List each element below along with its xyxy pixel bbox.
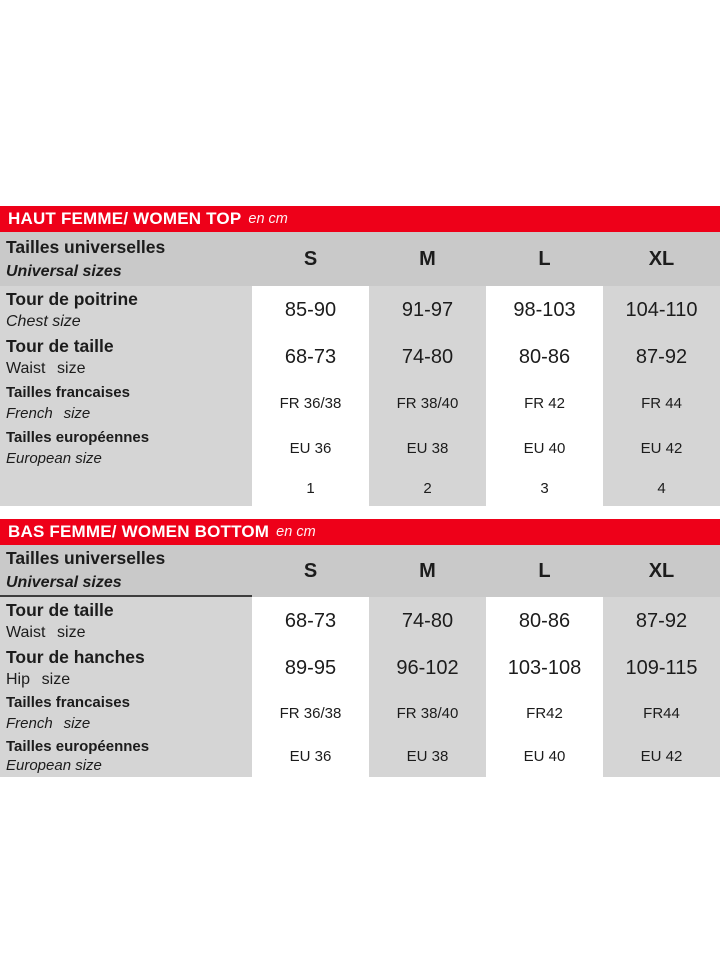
number-value-xl: 4 [603, 470, 720, 506]
french-value-s: FR 36/38 [252, 691, 369, 735]
women-bottom-title: BAS FEMME/ WOMEN BOTTOM [8, 522, 270, 541]
french-value-s: FR 36/38 [252, 380, 369, 426]
women-top-unit-label: en cm [248, 211, 288, 227]
women-bottom-size-table: BAS FEMME/ WOMEN BOTTOM en cm Tailles un… [0, 519, 720, 777]
waist-value-xl: 87-92 [603, 597, 720, 645]
universal-label-en: Universal sizes [6, 263, 122, 280]
row-label-chest: Tour de poitrine Chest size [0, 286, 252, 334]
tables-spacer [0, 506, 720, 519]
row-label-waist-en: Waist size [6, 359, 86, 377]
row-label-french-en: French size [6, 714, 91, 732]
size-header-s: S [252, 232, 369, 286]
number-value-m: 2 [369, 470, 486, 506]
european-value-l: EU 40 [486, 735, 603, 777]
women-top-title: HAUT FEMME/ WOMEN TOP [8, 209, 242, 228]
french-value-xl: FR 44 [603, 380, 720, 426]
women-bottom-unit-label: en cm [276, 524, 316, 540]
hip-value-s: 89-95 [252, 645, 369, 691]
size-header-xl: XL [603, 232, 720, 286]
women-bottom-title-bar: BAS FEMME/ WOMEN BOTTOM en cm [0, 519, 720, 545]
hip-value-l: 103-108 [486, 645, 603, 691]
waist-value-m: 74-80 [369, 597, 486, 645]
women-top-universal-label: Tailles universelles Universal sizes [0, 232, 252, 286]
french-value-l: FR42 [486, 691, 603, 735]
row-label-waist-en: Waist size [6, 624, 86, 641]
row-label-chest-en: Chest size [6, 313, 81, 330]
row-label-french-en: French size [6, 405, 91, 422]
women-top-title-bar: HAUT FEMME/ WOMEN TOP en cm [0, 206, 720, 232]
hip-value-xl: 109-115 [603, 645, 720, 691]
size-header-m: M [369, 545, 486, 597]
women-top-size-table: HAUT FEMME/ WOMEN TOP en cm Tailles univ… [0, 206, 720, 506]
european-value-m: EU 38 [369, 735, 486, 777]
waist-value-xl: 87-92 [603, 334, 720, 380]
row-label-waist-fr: Tour de taille [6, 600, 114, 620]
french-value-l: FR 42 [486, 380, 603, 426]
women-bottom-universal-label: Tailles universelles Universal sizes [0, 545, 252, 597]
french-value-m: FR 38/40 [369, 380, 486, 426]
hip-value-m: 96-102 [369, 645, 486, 691]
row-label-hip: Tour de hanches Hip size [0, 645, 252, 691]
row-label-french: Tailles francaises French size [0, 380, 252, 426]
row-label-empty [0, 470, 252, 506]
universal-label-en: Universal sizes [6, 574, 122, 591]
row-label-french: Tailles francaises French size [0, 691, 252, 735]
row-label-chest-fr: Tour de poitrine [6, 289, 138, 309]
size-header-xl: XL [603, 545, 720, 597]
universal-label-fr: Tailles universelles [6, 237, 166, 257]
european-value-s: EU 36 [252, 426, 369, 470]
row-label-european-fr: Tailles européennes [6, 737, 150, 755]
waist-value-s: 68-73 [252, 597, 369, 645]
size-header-l: L [486, 545, 603, 597]
row-label-hip-fr: Tour de hanches [6, 647, 145, 668]
size-header-l: L [486, 232, 603, 286]
european-value-m: EU 38 [369, 426, 486, 470]
chest-value-l: 98-103 [486, 286, 603, 334]
size-header-m: M [369, 232, 486, 286]
waist-value-l: 80-86 [486, 597, 603, 645]
row-label-hip-en: Hip size [6, 670, 71, 688]
row-label-waist-fr: Tour de taille [6, 336, 114, 357]
row-label-european-fr: Tailles européennes [6, 429, 150, 447]
french-value-xl: FR44 [603, 691, 720, 735]
chest-value-m: 91-97 [369, 286, 486, 334]
size-chart-tables: HAUT FEMME/ WOMEN TOP en cm Tailles univ… [0, 206, 720, 777]
chest-value-s: 85-90 [252, 286, 369, 334]
chest-value-xl: 104-110 [603, 286, 720, 334]
row-label-french-fr: Tailles francaises [6, 694, 130, 712]
row-label-european: Tailles européennes European size [0, 426, 252, 470]
european-value-l: EU 40 [486, 426, 603, 470]
row-label-waist: Tour de taille Waist size [0, 334, 252, 380]
european-value-xl: EU 42 [603, 426, 720, 470]
row-label-european-en: European size [6, 757, 102, 775]
european-value-s: EU 36 [252, 735, 369, 777]
row-label-european-en: European size [6, 449, 102, 467]
waist-value-l: 80-86 [486, 334, 603, 380]
size-header-s: S [252, 545, 369, 597]
row-label-european: Tailles européennes European size [0, 735, 252, 777]
french-value-m: FR 38/40 [369, 691, 486, 735]
number-value-l: 3 [486, 470, 603, 506]
row-label-waist: Tour de taille Waist size [0, 597, 252, 645]
universal-label-fr: Tailles universelles [6, 548, 166, 568]
waist-value-s: 68-73 [252, 334, 369, 380]
row-label-french-fr: Tailles francaises [6, 384, 130, 401]
number-value-s: 1 [252, 470, 369, 506]
european-value-xl: EU 42 [603, 735, 720, 777]
waist-value-m: 74-80 [369, 334, 486, 380]
